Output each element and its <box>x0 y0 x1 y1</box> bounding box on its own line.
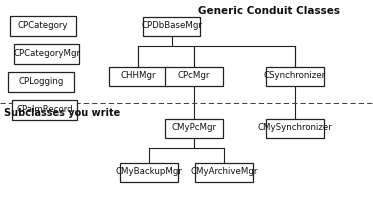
FancyBboxPatch shape <box>12 100 78 120</box>
Text: CPcMgr: CPcMgr <box>178 72 210 80</box>
FancyBboxPatch shape <box>143 17 201 36</box>
Text: CPCategory: CPCategory <box>18 21 68 30</box>
FancyBboxPatch shape <box>165 66 223 86</box>
Text: CPalmRecord: CPalmRecord <box>16 106 73 114</box>
FancyBboxPatch shape <box>109 66 167 86</box>
FancyBboxPatch shape <box>10 16 75 36</box>
FancyBboxPatch shape <box>266 66 324 86</box>
FancyBboxPatch shape <box>120 162 178 182</box>
Text: CMyArchiveMgr: CMyArchiveMgr <box>190 168 257 176</box>
Text: CSynchronizer: CSynchronizer <box>264 72 326 80</box>
FancyBboxPatch shape <box>266 118 324 138</box>
FancyBboxPatch shape <box>195 162 253 182</box>
Text: CMySynchronizer: CMySynchronizer <box>257 123 332 132</box>
Text: Generic Conduit Classes: Generic Conduit Classes <box>198 6 339 16</box>
Text: CPDbBaseMgr: CPDbBaseMgr <box>141 21 202 30</box>
FancyBboxPatch shape <box>165 118 223 138</box>
FancyBboxPatch shape <box>14 44 79 64</box>
FancyBboxPatch shape <box>9 72 74 92</box>
Text: CMyPcMgr: CMyPcMgr <box>172 123 216 132</box>
Text: CHHMgr: CHHMgr <box>120 72 156 80</box>
Text: CMyBackupMgr: CMyBackupMgr <box>116 168 183 176</box>
Text: CPLogging: CPLogging <box>18 77 64 86</box>
Text: Subclasses you write: Subclasses you write <box>4 108 120 118</box>
Text: CPCategoryMgr: CPCategoryMgr <box>13 49 80 58</box>
